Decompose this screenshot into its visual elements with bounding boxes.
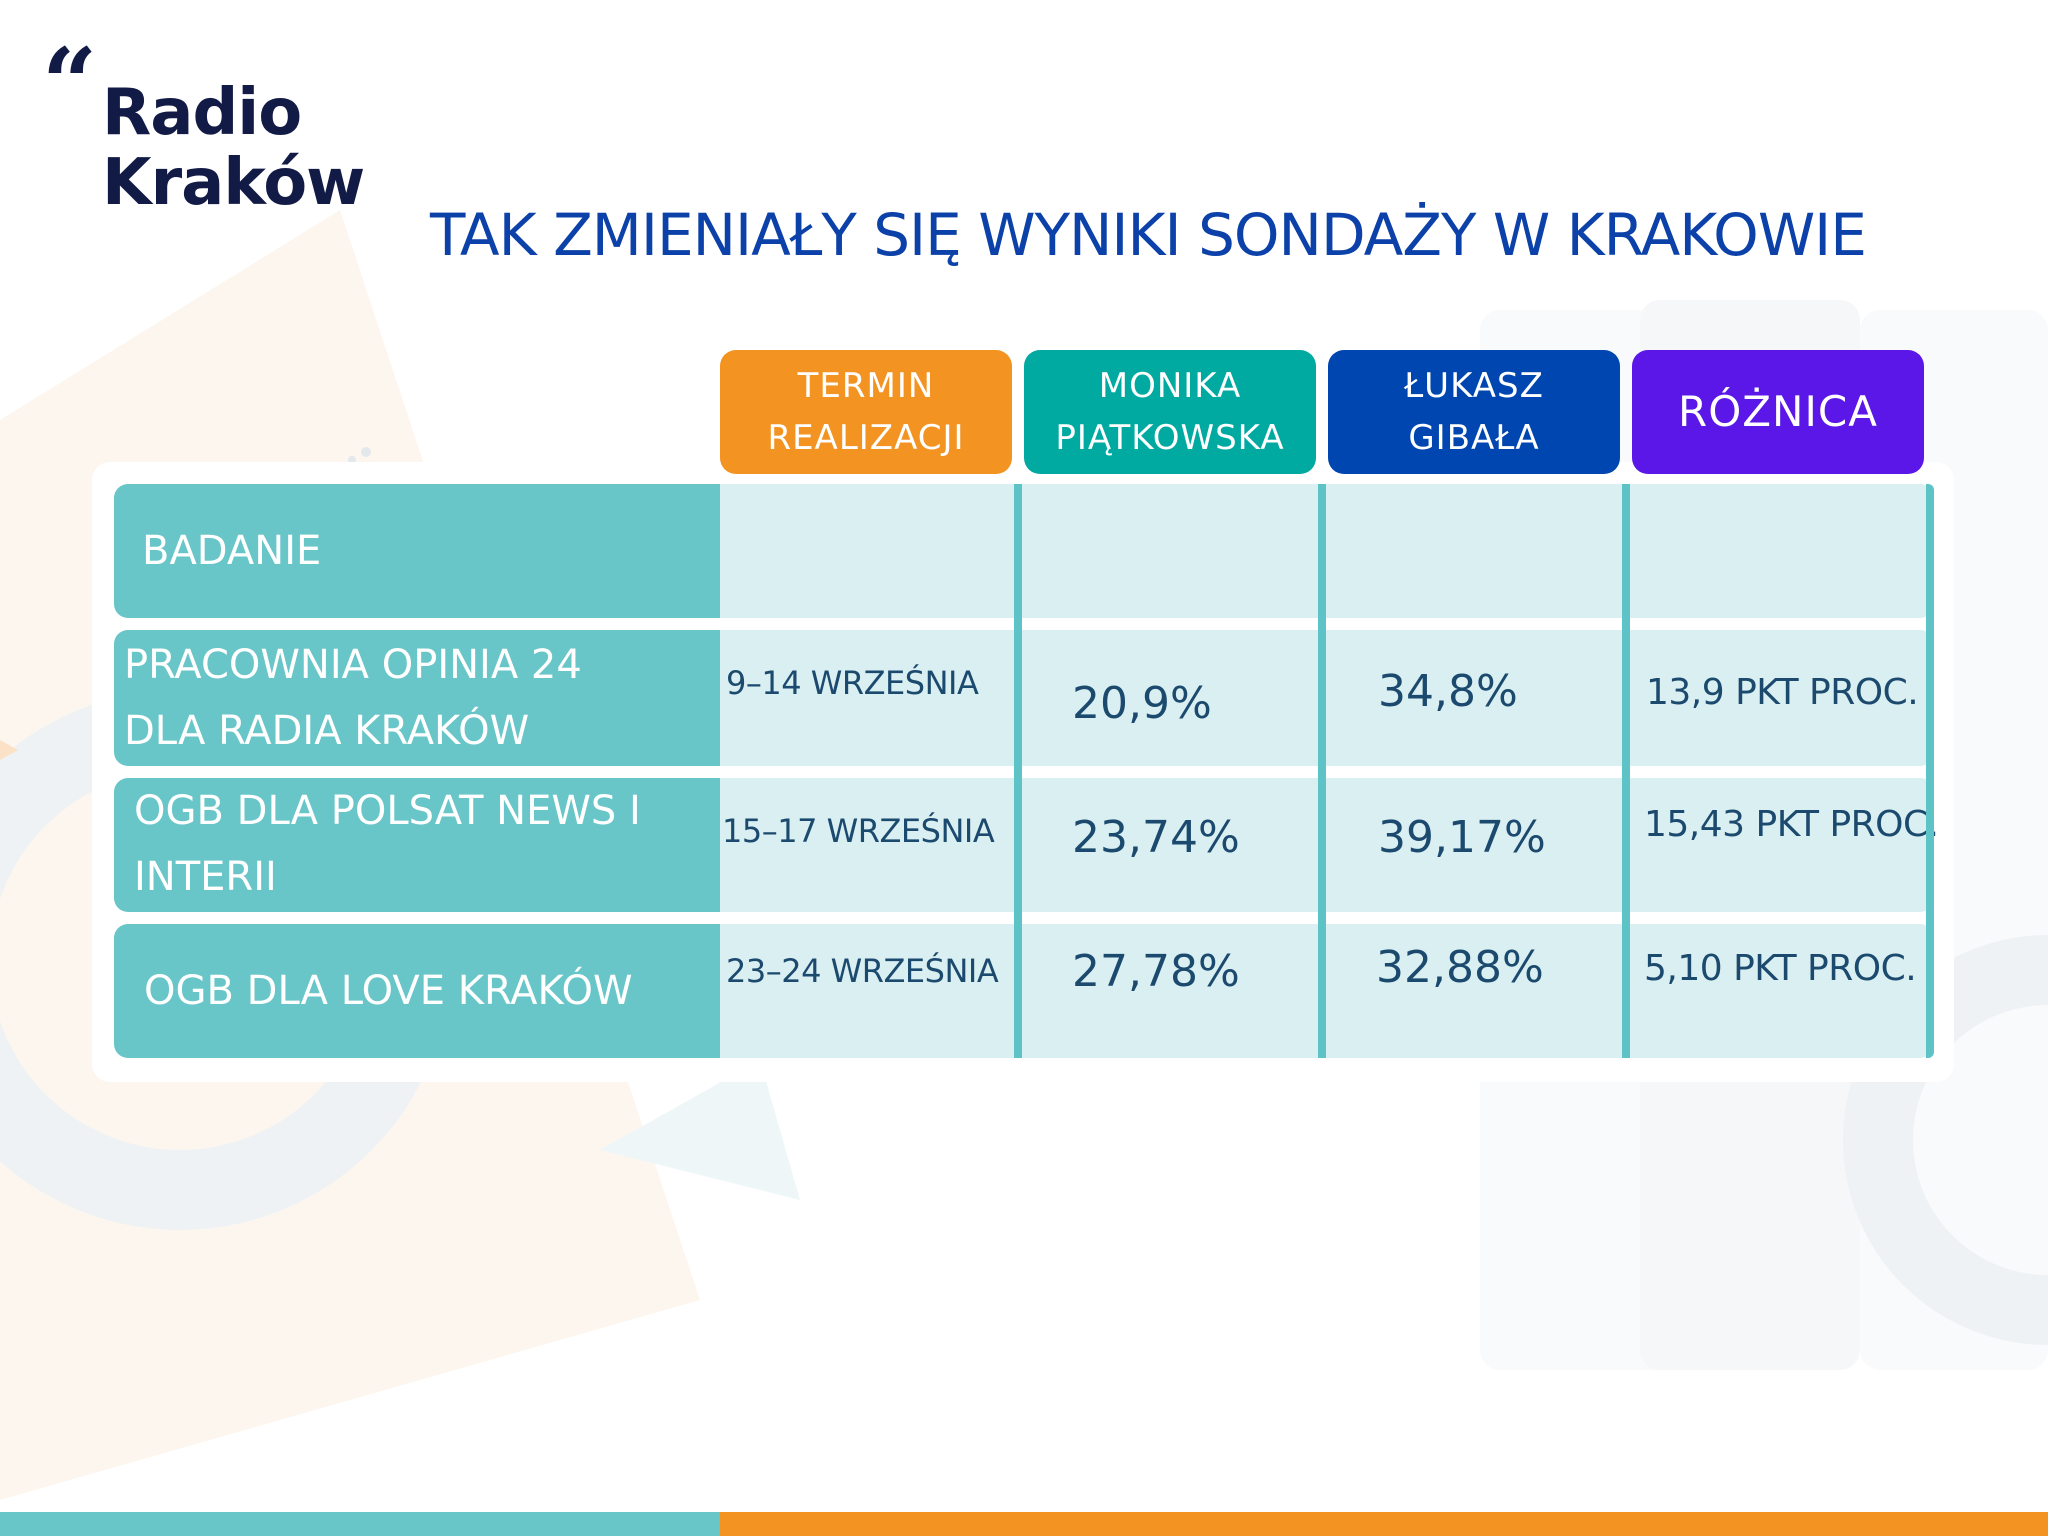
table-row: 23–24 WRZEŚNIA 27,78% 32,88% 5,10 PKT PR… — [720, 924, 1934, 1058]
table-row-label: PRACOWNIA OPINIA 24 DLA RADIA KRAKÓW — [114, 630, 720, 766]
bottom-stripe-teal — [0, 1512, 720, 1536]
row-piatkowska-value: 20,9% — [1072, 678, 1212, 729]
header-row-cells — [720, 484, 1934, 618]
column-header-label: TERMIN — [797, 366, 935, 406]
column-header-gibala: ŁUKASZ GIBAŁA — [1328, 350, 1620, 474]
row-date: 15–17 WRZEŚNIA — [722, 812, 995, 850]
logo-line-1: Radio — [102, 76, 302, 150]
column-header-label: GIBAŁA — [1408, 418, 1540, 458]
page-title: TAK ZMIENIAŁY SIĘ WYNIKI SONDAŻY W KRAKO… — [430, 201, 1867, 269]
column-header-label: PIĄTKOWSKA — [1055, 418, 1285, 458]
table-row: 15–17 WRZEŚNIA 23,74% 39,17% 15,43 PKT P… — [720, 778, 1939, 912]
row-difference: 15,43 PKT PROC. — [1644, 804, 1939, 845]
column-header-label: RÓŻNICA — [1678, 387, 1878, 436]
column-separator — [1622, 484, 1630, 1058]
table-row-label: OGB DLA LOVE KRAKÓW — [114, 924, 720, 1058]
row-label-line: OGB DLA LOVE KRAKÓW — [144, 968, 633, 1014]
row-date: 9–14 WRZEŚNIA — [726, 664, 979, 702]
header-row-text: BADANIE — [142, 528, 322, 574]
row-date: 23–24 WRZEŚNIA — [726, 952, 999, 990]
column-header-label: ŁUKASZ — [1404, 366, 1544, 406]
bottom-stripe-orange — [720, 1512, 2048, 1536]
quote-mark-icon: “ — [42, 27, 97, 140]
row-piatkowska-value: 27,78% — [1072, 946, 1240, 997]
radio-krakow-logo: “ Radio Kraków — [42, 36, 382, 226]
column-separator — [1318, 484, 1326, 1058]
row-label-line: PRACOWNIA OPINIA 24 — [124, 642, 582, 688]
column-header-piatkowska: MONIKA PIĄTKOWSKA — [1024, 350, 1316, 474]
row-label-line: DLA RADIA KRAKÓW — [124, 708, 530, 754]
column-header-roznica: RÓŻNICA — [1632, 350, 1924, 474]
row-gibala-value: 39,17% — [1378, 812, 1546, 863]
row-gibala-value: 34,8% — [1378, 666, 1518, 717]
logo-text: Radio Kraków — [102, 76, 365, 220]
row-label-line: INTERII — [134, 854, 277, 900]
column-header-label: REALIZACJI — [767, 418, 965, 458]
row-difference: 13,9 PKT PROC. — [1646, 672, 1919, 713]
column-header-label: MONIKA — [1098, 366, 1242, 406]
column-header-termin: TERMIN REALIZACJI — [720, 350, 1012, 474]
column-separator — [1014, 484, 1022, 1058]
row-piatkowska-value: 23,74% — [1072, 812, 1240, 863]
logo-line-2: Kraków — [102, 146, 365, 220]
table-row: 9–14 WRZEŚNIA 20,9% 34,8% 13,9 PKT PROC. — [720, 630, 1934, 766]
column-separator — [1926, 484, 1934, 1058]
row-gibala-value: 32,88% — [1376, 942, 1544, 993]
table-row-label: OGB DLA POLSAT NEWS I INTERII — [114, 778, 720, 912]
header-row-label: BADANIE — [114, 484, 720, 618]
row-label-line: OGB DLA POLSAT NEWS I — [134, 788, 641, 834]
row-difference: 5,10 PKT PROC. — [1644, 948, 1917, 989]
